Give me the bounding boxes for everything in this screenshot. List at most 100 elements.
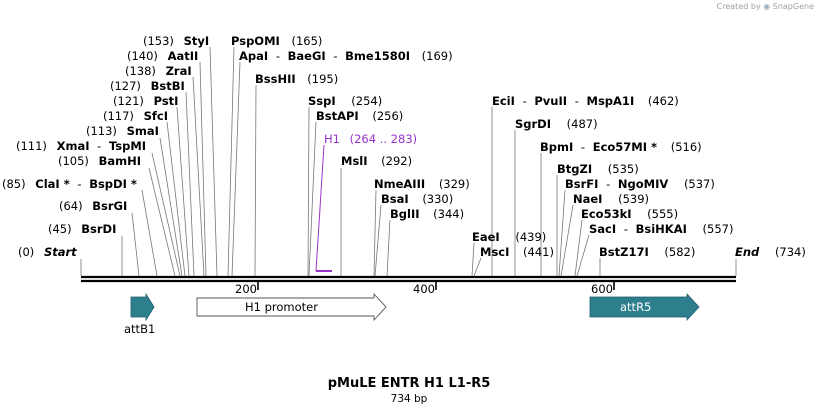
site-name: TspMI [109, 139, 146, 153]
credit-brand: SnapGene [772, 2, 814, 11]
site-position: (254) [351, 94, 382, 108]
site-name: MspA1I [587, 94, 635, 108]
site-name: MslI [341, 154, 368, 168]
site-name: PvuII [534, 94, 567, 108]
site-name: BsiHKAI [636, 222, 687, 236]
site-name: PstI [154, 94, 179, 108]
site-label: (111) XmaI - TspMI [16, 139, 146, 153]
site-name: SfcI [144, 109, 168, 123]
site-label: ApaI - BaeGI - Bme1580I (169) [239, 49, 453, 63]
site-label: NaeI (539) [573, 192, 649, 206]
site-label: (113) SmaI [86, 124, 159, 138]
site-name: BstZ17I [599, 245, 649, 259]
site-label: BsaI (330) [381, 192, 453, 206]
site-label: (105) BamHI [58, 154, 141, 168]
restriction-sites: (0) Start (45) BsrDI (64) BsrGI (85) Cla… [2, 34, 806, 259]
site-label: BtgZI (535) [557, 162, 639, 176]
site-position: (330) [422, 192, 453, 206]
site-position: (582) [664, 245, 695, 259]
site-position: (140) [127, 49, 158, 63]
site-position: (439) [515, 230, 546, 244]
feature-h1-promoter[interactable] [196, 292, 387, 322]
site-position: (117) [103, 109, 134, 123]
site-position: (153) [143, 34, 174, 48]
site-label: BglII (344) [390, 207, 464, 221]
site-position: (462) [648, 94, 679, 108]
site-label: Eco53kI (555) [581, 207, 678, 221]
site-label: (121) PstI [113, 94, 178, 108]
site-position: (555) [647, 207, 678, 221]
site-name: SgrDI [515, 117, 551, 131]
site-name: SspI [308, 94, 336, 108]
site-position: (441) [523, 245, 554, 259]
site-name: ClaI * [35, 177, 69, 191]
site-label: (45) BsrDI [48, 222, 116, 236]
site-label: End (734) [735, 245, 806, 259]
site-position: (85) [2, 177, 26, 191]
site-label: EciI - PvuII - MspA1I (462) [492, 94, 679, 108]
site-label: SgrDI (487) [515, 117, 598, 131]
site-name: BsrGI [92, 199, 127, 213]
site-position: (329) [439, 177, 470, 191]
site-name: BssHII [255, 72, 296, 86]
site-label: BstAPI (256) [316, 109, 403, 123]
site-name: Bme1580I [345, 49, 410, 63]
site-label: SspI (254) [308, 94, 382, 108]
site-position: (256) [372, 109, 403, 123]
feature-attr5[interactable] [589, 292, 700, 322]
site-name: BstAPI [316, 109, 359, 123]
site-position: (64) [59, 199, 83, 213]
site-position: (0) [18, 245, 34, 259]
site-position: (344) [433, 207, 464, 221]
site-name: NgoMIV [618, 177, 668, 191]
site-position: (121) [113, 94, 144, 108]
leader-lines [80, 46, 737, 277]
site-name: End [735, 245, 760, 259]
feature-label: attB1 [124, 322, 155, 336]
site-name: BsrDI [81, 222, 116, 236]
site-name: SmaI [127, 124, 159, 138]
site-label: (127) BstBI [110, 79, 185, 93]
site-position: (487) [567, 117, 598, 131]
site-name: BtgZI [557, 162, 592, 176]
site-name: Eco57MI * [593, 140, 657, 154]
site-name: BamHI [99, 154, 141, 168]
ruler-tick-label: 600 [591, 282, 613, 296]
ruler: 200 400 600 [235, 281, 615, 296]
site-position: (105) [58, 154, 89, 168]
site-position: (535) [608, 162, 639, 176]
site-label: BpmI - Eco57MI * (516) [540, 140, 702, 154]
site-label: (0) Start [18, 245, 77, 259]
site-name: Start [44, 245, 77, 259]
site-label: BssHII (195) [255, 72, 338, 86]
site-name: BstBI [151, 79, 185, 93]
site-label: (64) BsrGI [59, 199, 127, 213]
site-position: (537) [684, 177, 715, 191]
site-label: MscI (441) [480, 245, 554, 259]
site-label: MslI (292) [341, 154, 412, 168]
site-position: (516) [671, 140, 702, 154]
feature-attb1[interactable] [130, 292, 155, 322]
site-name: BpmI [540, 140, 573, 154]
site-name: BspDI * [89, 177, 137, 191]
site-name: SacI [589, 222, 616, 236]
site-position: (734) [775, 245, 806, 259]
site-position: (113) [86, 124, 117, 138]
site-label: NmeAIII (329) [374, 177, 470, 191]
site-position: (111) [16, 139, 47, 153]
snapgene-logo-icon: ◉ [763, 2, 771, 11]
site-name: BsrFI [565, 177, 598, 191]
site-name: XmaI [57, 139, 90, 153]
h1-primer[interactable] [315, 144, 332, 272]
site-position: (165) [291, 34, 322, 48]
feature-label: H1 promoter [245, 300, 318, 314]
site-name: ZraI [166, 64, 192, 78]
primer-name: H1 [324, 132, 340, 146]
site-position: (292) [381, 154, 412, 168]
site-name: BglII [390, 207, 420, 221]
site-name: ApaI [239, 49, 268, 63]
ruler-tick-label: 400 [413, 282, 435, 296]
dna-backbone [81, 275, 736, 283]
snapgene-credit: Created by ◉ SnapGene [717, 2, 814, 11]
